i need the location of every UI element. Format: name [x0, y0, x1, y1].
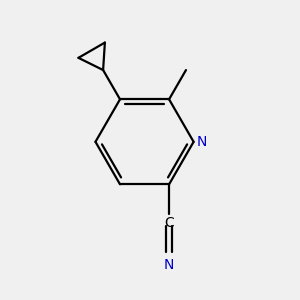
Text: N: N: [197, 135, 207, 149]
Text: C: C: [164, 216, 174, 230]
Text: N: N: [164, 258, 174, 272]
